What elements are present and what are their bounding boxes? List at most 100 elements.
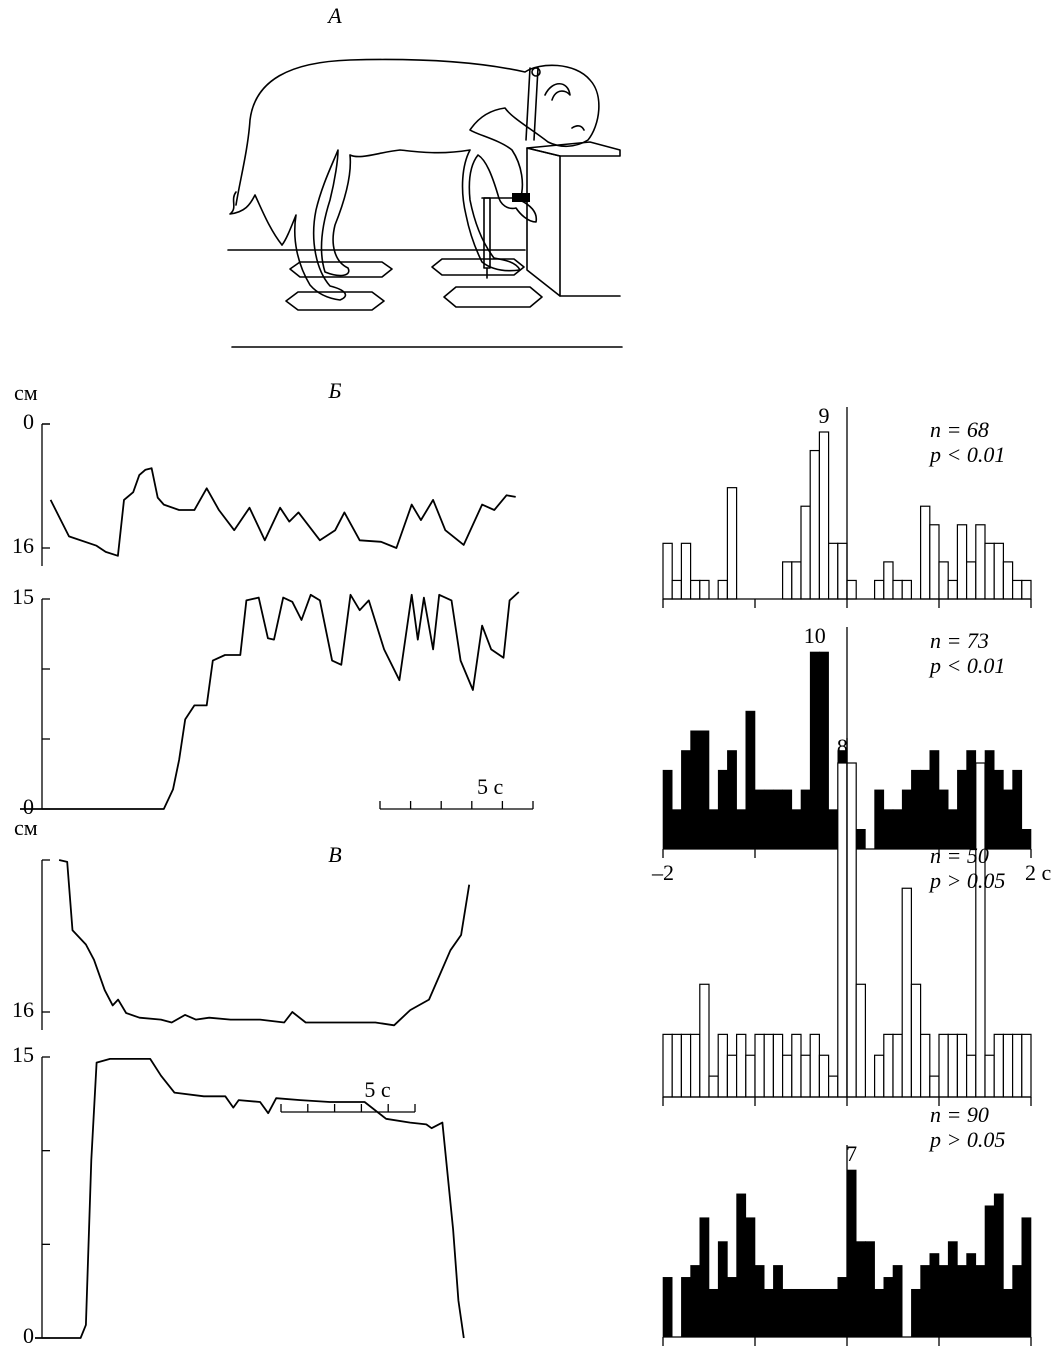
y-axis-label: см: [14, 380, 38, 405]
hist-bar: [874, 789, 885, 850]
hist-bar: [717, 1033, 729, 1098]
hist-bar: [782, 789, 793, 850]
annotation: n = 50: [930, 843, 989, 868]
hist-bar: [1011, 579, 1023, 600]
peak-label: 8: [837, 734, 848, 759]
hist-bar: [754, 789, 765, 850]
hist-bar: [1012, 1265, 1023, 1338]
peak-label: 7: [846, 1141, 857, 1166]
hist-bar: [984, 542, 995, 600]
panel-label: А: [326, 3, 342, 28]
hist-bar: [699, 579, 710, 600]
annotation: n = 68: [930, 417, 989, 442]
hist-bar: [846, 579, 857, 600]
hist-bar: [993, 769, 1004, 850]
hist-bar: [736, 809, 747, 850]
hist-bar: [754, 1033, 765, 1098]
y-tick-label: 0: [23, 794, 34, 819]
annotation: p < 0.01: [928, 653, 1005, 678]
hist-bar: [708, 1075, 719, 1098]
hist-bar: [901, 579, 913, 600]
hist-bar: [947, 579, 959, 600]
hist-bar: [681, 750, 691, 850]
hist-bar: [1011, 1033, 1023, 1098]
peak-label: 9: [819, 403, 830, 428]
dog-illustration: [227, 58, 623, 348]
hist-bar: [920, 769, 931, 850]
hist-bar: [662, 769, 673, 850]
hist-bar: [662, 1277, 673, 1338]
hist-bar: [947, 1033, 959, 1098]
hist-bar: [892, 809, 903, 850]
hist-bar: [1002, 1033, 1014, 1098]
hist-bar: [855, 983, 867, 1098]
hist-bar: [809, 1033, 821, 1098]
hist-bar: [837, 542, 848, 600]
hist-bar: [791, 561, 802, 600]
annotation: p > 0.05: [928, 1127, 1005, 1152]
hist-bar: [911, 769, 921, 850]
hist-bar: [800, 789, 811, 850]
hist-bar: [901, 887, 913, 1098]
hist-bar: [690, 730, 701, 850]
panel-label: В: [328, 842, 341, 867]
hist-bar: [763, 1033, 775, 1098]
trace: [20, 591, 520, 810]
hist-bar: [1021, 1033, 1032, 1098]
hist-bar: [818, 431, 830, 600]
hist-bar: [662, 542, 673, 600]
trace: [49, 467, 516, 557]
hist-bar: [984, 1054, 995, 1098]
hist-bar: [929, 1253, 940, 1338]
hist-bar: [892, 1033, 903, 1098]
hist-bar: [993, 1193, 1004, 1338]
hist-bar: [929, 1075, 940, 1098]
hist-bar: [818, 1054, 830, 1098]
annotation: p > 0.05: [928, 868, 1005, 893]
hist-bar: [901, 789, 912, 850]
hist-bar: [855, 828, 866, 850]
hist-bar: [809, 449, 821, 600]
hist-bar: [947, 1241, 958, 1338]
y-tick-label: 15: [12, 1042, 34, 1067]
x-tick-label: 2 с: [1025, 860, 1052, 885]
y-axis-label: см: [14, 815, 38, 840]
hist-bar: [919, 505, 931, 600]
trace: [35, 1058, 465, 1339]
hist-bar: [754, 1265, 765, 1338]
hist-bar: [827, 542, 839, 600]
hist-bar: [993, 1033, 1005, 1098]
hist-bar: [957, 1265, 967, 1338]
hist-bar: [809, 651, 820, 850]
y-tick-label: 0: [23, 409, 34, 434]
hist-bar: [773, 789, 783, 850]
hist-bar: [892, 1265, 903, 1338]
hist-bar: [791, 1033, 802, 1098]
hist-bar: [689, 1033, 701, 1098]
hist-bar: [1003, 1288, 1013, 1338]
hist-bar: [846, 1169, 857, 1338]
hist-bar: [965, 561, 977, 600]
annotation: n = 73: [930, 628, 989, 653]
hist-bar: [957, 769, 967, 850]
hist-bar: [1021, 579, 1032, 600]
hist-bar: [699, 730, 710, 850]
hist-bar: [763, 789, 774, 850]
hist-bar: [726, 1054, 738, 1098]
hist-bar: [956, 524, 968, 600]
hist-bar: [800, 1054, 811, 1098]
hist-bar: [690, 1265, 701, 1338]
panel-label: Б: [328, 378, 342, 403]
hist-bar: [827, 1075, 839, 1098]
hist-bar: [975, 524, 986, 600]
y-tick-label: 0: [23, 1323, 34, 1348]
hist-bar: [1002, 561, 1014, 600]
hist-bar: [800, 505, 811, 600]
hist-bar: [717, 1241, 728, 1338]
hist-bar: [745, 1054, 756, 1098]
hist-bar: [910, 983, 922, 1098]
hist-bar: [919, 1033, 931, 1098]
hist-bar: [671, 809, 682, 850]
